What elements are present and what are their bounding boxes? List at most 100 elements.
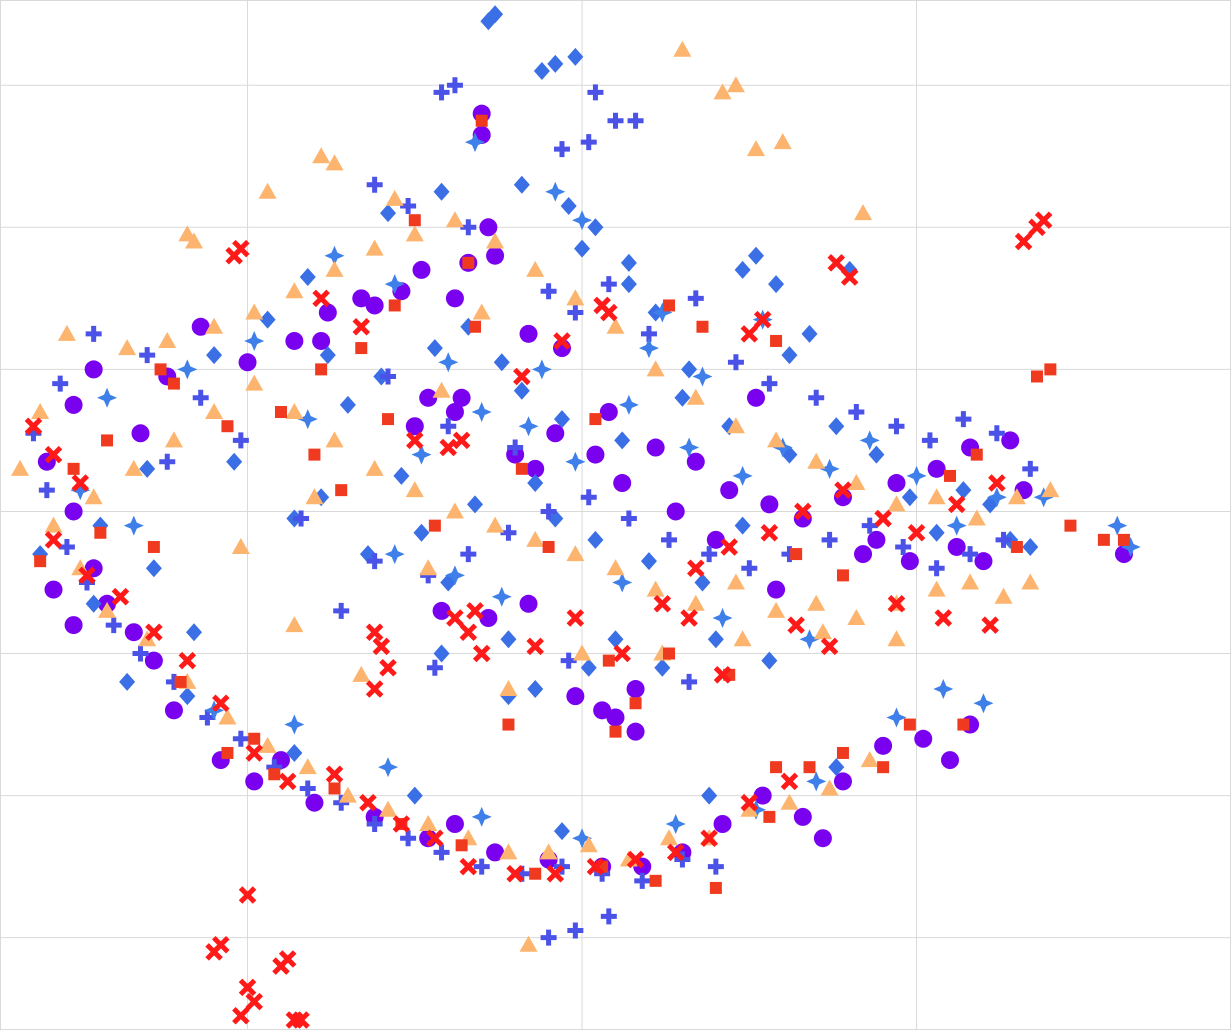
series-5-point-59 xyxy=(428,519,441,532)
series-3-point-34 xyxy=(886,707,907,728)
series-4-point-57 xyxy=(245,374,264,391)
series-3-point-7 xyxy=(438,352,459,373)
series-5-point-2 xyxy=(462,256,475,269)
series-5-point-28 xyxy=(957,718,970,731)
series-5-point-3 xyxy=(355,342,368,355)
series-4-point-87 xyxy=(352,665,371,682)
series-4-point-60 xyxy=(124,459,143,476)
series-1-point-61 xyxy=(145,559,162,578)
series-2-point-72 xyxy=(380,368,397,385)
series-6-point-2 xyxy=(1034,211,1053,229)
series-5-point-1 xyxy=(408,214,421,227)
series-3-point-31 xyxy=(665,814,686,834)
series-0-point-64 xyxy=(613,474,632,493)
series-1-point-24 xyxy=(527,680,544,699)
series-4-point-19 xyxy=(365,239,384,256)
series-1-point-9 xyxy=(681,360,698,379)
series-4-point-36 xyxy=(1041,481,1060,498)
series-0-point-70 xyxy=(706,530,725,549)
series-5-point-24 xyxy=(803,761,816,774)
series-3-point-45 xyxy=(297,409,318,430)
series-3-point-13 xyxy=(732,465,753,486)
series-2-point-40 xyxy=(366,553,383,570)
series-0-point-35 xyxy=(245,772,264,791)
series-5-point-22 xyxy=(709,881,722,894)
series-4-point-61 xyxy=(84,488,103,505)
series-2-point-66 xyxy=(634,872,651,889)
series-2-point-29 xyxy=(821,531,838,548)
series-0 xyxy=(37,104,1133,876)
series-4-point-52 xyxy=(445,502,464,519)
series-5-point-26 xyxy=(877,761,890,774)
series-1-point-10 xyxy=(734,260,751,279)
series-2-point-61 xyxy=(433,844,450,861)
series-4-point-30 xyxy=(807,452,826,469)
series-0-point-57 xyxy=(626,680,645,699)
series-3-point-18 xyxy=(946,515,967,536)
series-4-point-62 xyxy=(44,516,63,533)
series-1-point-31 xyxy=(413,523,430,542)
series-1-point-30 xyxy=(393,466,410,485)
series-2-point-68 xyxy=(707,858,724,875)
series-5-point-16 xyxy=(328,782,341,795)
series-0-point-59 xyxy=(626,722,645,741)
series-0-point-2 xyxy=(479,218,498,237)
series-4-point-0 xyxy=(673,40,692,57)
series-4-point-5 xyxy=(854,204,873,221)
series-3-point-27 xyxy=(284,714,305,735)
series-4-point-84 xyxy=(820,779,839,796)
series-0-point-69 xyxy=(666,502,685,521)
series-1-point-54 xyxy=(553,410,570,429)
series-3-point-44 xyxy=(799,629,820,650)
series-1-point-53 xyxy=(513,381,530,400)
series-5-point-33 xyxy=(970,448,983,461)
series-6-point-36 xyxy=(780,772,799,791)
series-6-point-74 xyxy=(553,332,571,350)
series-4-point-98 xyxy=(432,381,451,398)
series-0-point-63 xyxy=(586,445,605,464)
series-5-point-50 xyxy=(382,413,395,426)
series-2-point-42 xyxy=(232,432,249,449)
series-6-point-4 xyxy=(225,246,243,265)
series-0-point-26 xyxy=(64,502,83,521)
series-1-point-3 xyxy=(547,54,564,73)
series-3-point-47 xyxy=(531,359,552,380)
series-6-point-56 xyxy=(653,595,672,613)
series-0-point-53 xyxy=(941,751,960,770)
series-3-point-38 xyxy=(1120,536,1141,557)
series-3-point-28 xyxy=(378,757,399,778)
series-3-point-22 xyxy=(70,480,91,501)
series-4-point-94 xyxy=(887,630,906,647)
series-2-point-70 xyxy=(567,922,584,939)
series-0-point-48 xyxy=(793,807,812,826)
series-6-point-8 xyxy=(600,303,618,322)
series-4-point-23 xyxy=(526,260,545,277)
series-1-point-64 xyxy=(299,268,316,287)
series-0-point-66 xyxy=(686,452,705,471)
series-6-point-0 xyxy=(1014,232,1033,251)
series-6-point-31 xyxy=(586,857,605,876)
series-4-point-56 xyxy=(285,403,304,419)
series-4-point-96 xyxy=(231,537,250,554)
series-2-point-52 xyxy=(132,645,149,662)
series-3-point-36 xyxy=(973,693,994,714)
series-4-point-45 xyxy=(726,573,745,590)
series-1-point-68 xyxy=(560,197,577,215)
series-1-point-73 xyxy=(286,743,303,762)
series-3-point-24 xyxy=(177,359,198,380)
series-6-point-46 xyxy=(365,623,384,641)
series-0-point-12 xyxy=(526,459,545,478)
series-0-point-33 xyxy=(164,701,183,720)
series-1-point-29 xyxy=(761,651,778,670)
series-1-point-66 xyxy=(433,182,450,201)
series-6-point-12 xyxy=(840,268,859,286)
series-3-point-6 xyxy=(384,274,405,295)
series-6-point-38 xyxy=(205,943,223,961)
series-2-point-6 xyxy=(580,134,597,151)
series-0-point-41 xyxy=(486,843,505,862)
series-6-point-41 xyxy=(238,978,257,997)
series-4-point-8 xyxy=(258,182,277,199)
series-5-point-29 xyxy=(1010,540,1023,553)
series-0-point-5 xyxy=(445,289,464,308)
series-5-point-35 xyxy=(836,569,849,582)
